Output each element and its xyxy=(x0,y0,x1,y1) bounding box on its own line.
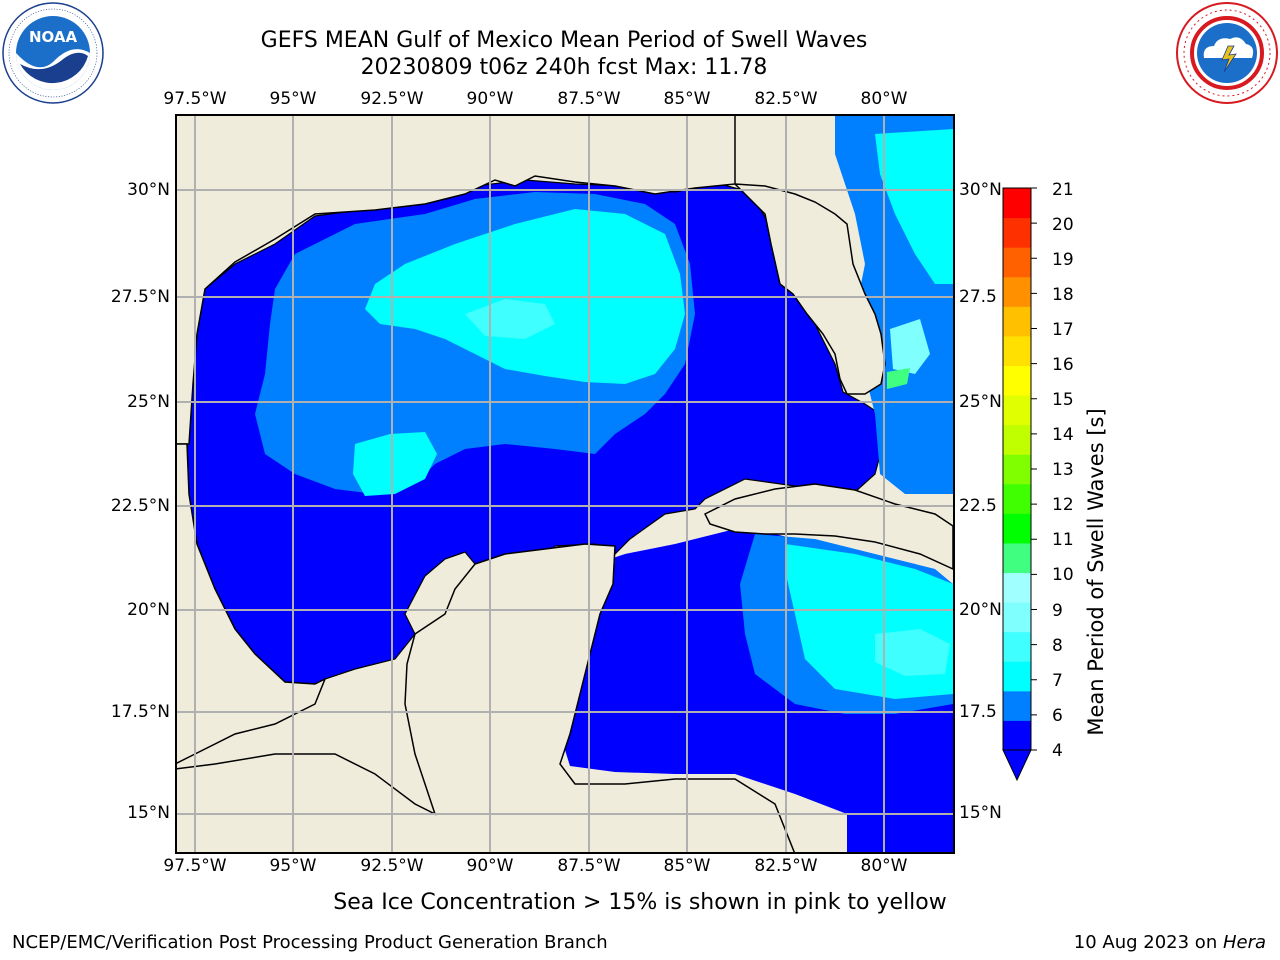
colorbar-segment xyxy=(1003,395,1031,426)
cb-tick: 13 xyxy=(1052,460,1074,480)
cb-tick: 11 xyxy=(1052,530,1074,550)
colorbar-segment xyxy=(1003,631,1031,662)
colorbar-segment xyxy=(1003,602,1031,633)
footer-host: Hera xyxy=(1222,932,1266,953)
lat-tick-right: 17.5 xyxy=(959,702,997,722)
lon-tick-bottom: 80°W xyxy=(860,856,908,876)
colorbar-segment xyxy=(1003,247,1031,278)
cb-tick: 12 xyxy=(1052,495,1074,515)
lon-tick-bottom: 92.5°W xyxy=(360,856,424,876)
colorbar-title: Mean Period of Swell Waves [s] xyxy=(1084,408,1108,736)
lat-tick-right: 15°N xyxy=(959,803,1002,823)
lon-tick-top: 92.5°W xyxy=(360,89,424,109)
lon-tick-top: 85°W xyxy=(663,89,711,109)
cb-tick: 4 xyxy=(1052,741,1063,761)
cb-tick: 21 xyxy=(1052,180,1074,200)
cb-tick: 14 xyxy=(1052,425,1074,445)
lon-tick-bottom: 87.5°W xyxy=(557,856,621,876)
lat-tick-left: 30°N xyxy=(127,180,170,200)
colorbar-segment xyxy=(1003,661,1031,692)
cb-tick: 10 xyxy=(1052,565,1074,585)
lon-tick-top: 97.5°W xyxy=(163,89,227,109)
map-frame xyxy=(175,114,955,854)
colorbar-segment xyxy=(1003,513,1031,544)
colorbar-segment xyxy=(1003,306,1031,337)
swell-7-8s-atlantic xyxy=(890,319,930,374)
cb-tick: 18 xyxy=(1052,285,1074,305)
swell-9-10s-atlantic xyxy=(887,368,910,389)
lon-tick-bottom: 97.5°W xyxy=(163,856,227,876)
colorbar-segment xyxy=(1003,188,1031,219)
chart-subtitle: 20230809 t06z 240h fcst Max: 11.78 xyxy=(360,55,768,80)
lat-tick-right: 20°N xyxy=(959,600,1002,620)
colorbar-segment xyxy=(1003,454,1031,485)
lat-tick-left: 17.5°N xyxy=(110,702,170,722)
lat-tick-right: 30°N xyxy=(959,180,1002,200)
colorbar-svg xyxy=(1002,187,1037,782)
cb-tick: 17 xyxy=(1052,320,1074,340)
lat-tick-left: 20°N xyxy=(127,600,170,620)
lon-tick-bottom: 90°W xyxy=(466,856,514,876)
colorbar-segment xyxy=(1003,365,1031,396)
map-panel xyxy=(174,113,955,855)
lon-tick-bottom: 82.5°W xyxy=(754,856,818,876)
map-svg xyxy=(174,113,955,855)
colorbar-segment xyxy=(1003,483,1031,514)
lat-tick-right: 22.5 xyxy=(959,496,997,516)
swell-7-8s-caribbean xyxy=(875,629,950,676)
colorbar-segment xyxy=(1003,542,1031,574)
swell-7-8s-gulf xyxy=(465,299,555,339)
swell-6-7s-atlantic xyxy=(875,129,953,284)
cb-tick: 9 xyxy=(1052,601,1063,621)
cb-tick: 8 xyxy=(1052,636,1063,656)
mexico-land xyxy=(174,443,327,766)
noaa-logo: NOAA xyxy=(2,2,104,104)
colorbar-segment xyxy=(1003,572,1031,603)
lon-tick-bottom: 85°W xyxy=(663,856,711,876)
colorbar-segment xyxy=(1003,720,1031,751)
lon-tick-top: 90°W xyxy=(466,89,514,109)
lon-tick-top: 87.5°W xyxy=(557,89,621,109)
nws-logo xyxy=(1176,2,1278,104)
colorbar xyxy=(1000,186,1050,784)
cb-tick: 7 xyxy=(1052,671,1063,691)
lon-tick-top: 80°W xyxy=(860,89,908,109)
colorbar-segment xyxy=(1003,690,1031,721)
lon-tick-top: 82.5°W xyxy=(754,89,818,109)
lat-tick-right: 27.5 xyxy=(959,287,997,307)
map-gridlines xyxy=(175,114,955,854)
colorbar-segment xyxy=(1003,424,1031,455)
lon-tick-top: 95°W xyxy=(269,89,317,109)
sea-ice-note: Sea Ice Concentration > 15% is shown in … xyxy=(0,890,1280,915)
cb-tick: 6 xyxy=(1052,706,1063,726)
florida-land xyxy=(733,183,886,395)
lat-tick-left: 22.5°N xyxy=(110,496,170,516)
cb-tick: 19 xyxy=(1052,250,1074,270)
lat-tick-right: 25°N xyxy=(959,392,1002,412)
noaa-logo-text: NOAA xyxy=(29,28,78,46)
footer-right: 10 Aug 2023 on Hera xyxy=(1074,932,1266,953)
lat-tick-left: 25°N xyxy=(127,392,170,412)
chart-title: GEFS MEAN Gulf of Mexico Mean Period of … xyxy=(260,28,868,53)
lat-tick-left: 15°N xyxy=(127,803,170,823)
lon-tick-bottom: 95°W xyxy=(269,856,317,876)
cb-tick: 16 xyxy=(1052,355,1074,375)
footer-left: NCEP/EMC/Verification Post Processing Pr… xyxy=(12,932,608,953)
colorbar-extend-arrow xyxy=(1002,749,1032,782)
sea-ice-note-text: Sea Ice Concentration > 15% is shown in … xyxy=(333,890,947,915)
lat-tick-left: 27.5°N xyxy=(110,287,170,307)
colorbar-segment xyxy=(1003,217,1031,248)
cb-tick: 15 xyxy=(1052,390,1074,410)
colorbar-segment xyxy=(1003,335,1031,366)
cb-tick: 20 xyxy=(1052,215,1074,235)
swell-6-7s-gulf-west xyxy=(353,432,437,496)
colorbar-segment xyxy=(1003,276,1031,307)
footer-date: 10 Aug 2023 on xyxy=(1073,932,1223,953)
